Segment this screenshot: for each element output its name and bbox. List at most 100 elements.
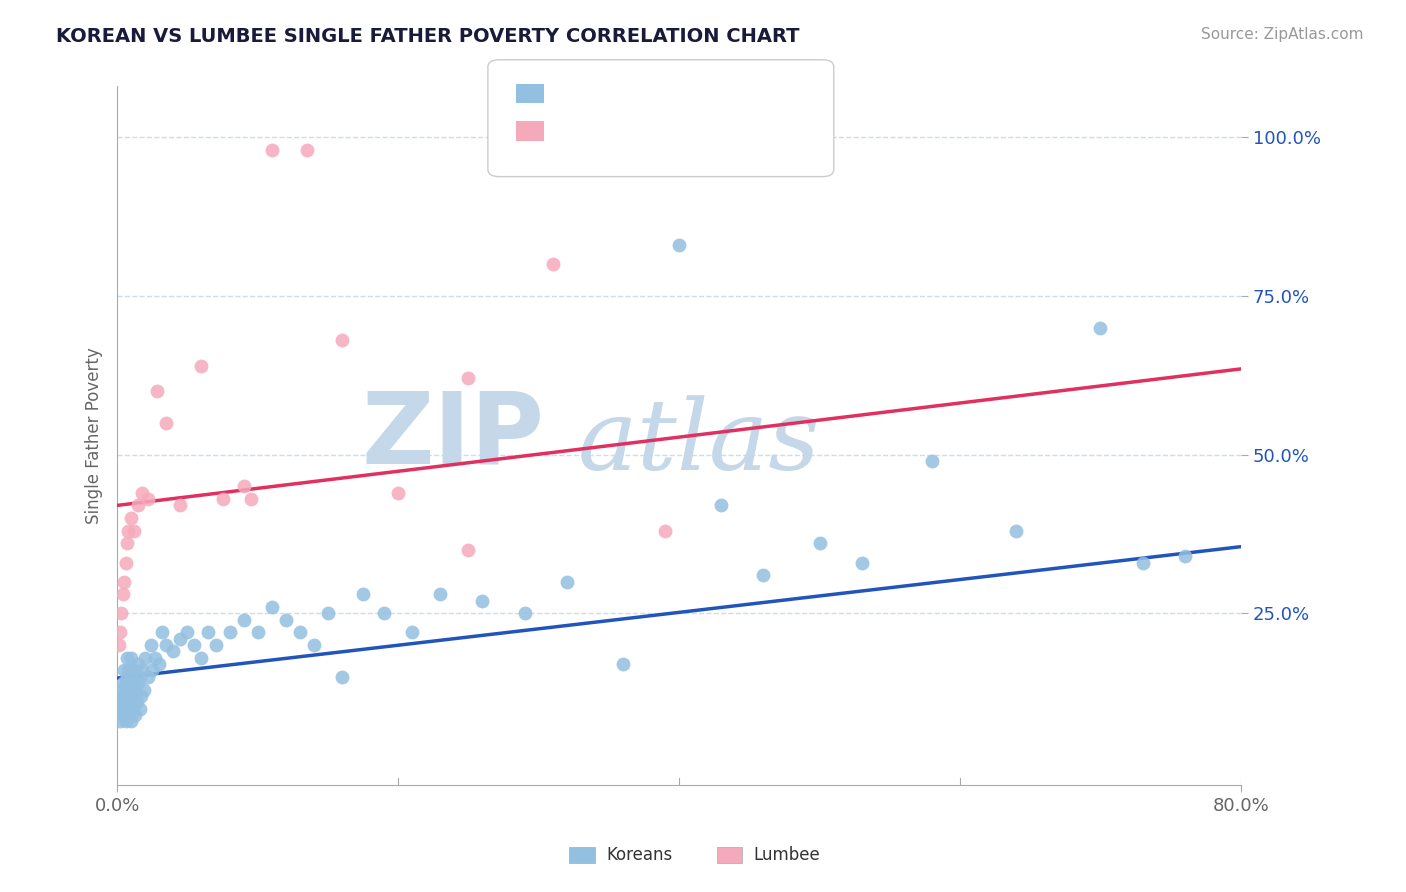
Point xyxy=(190,359,212,373)
Text: 28: 28 xyxy=(731,122,756,140)
Point xyxy=(115,707,138,722)
Point xyxy=(114,695,136,709)
Point xyxy=(111,676,134,690)
Point xyxy=(115,650,138,665)
Point xyxy=(218,625,240,640)
Point xyxy=(111,587,134,601)
Text: 0.317: 0.317 xyxy=(598,85,654,103)
Point xyxy=(108,689,131,703)
Point xyxy=(112,701,135,715)
Point xyxy=(117,701,139,715)
Point xyxy=(122,664,145,678)
Point xyxy=(668,238,690,252)
Point xyxy=(114,676,136,690)
Point xyxy=(274,613,297,627)
Point xyxy=(1005,524,1028,538)
Point xyxy=(139,638,162,652)
Point xyxy=(155,638,177,652)
Point xyxy=(110,695,132,709)
Text: N =: N = xyxy=(671,85,723,103)
Text: ZIP: ZIP xyxy=(361,387,544,484)
Point xyxy=(555,574,578,589)
Point xyxy=(122,524,145,538)
Point xyxy=(316,607,339,621)
Point xyxy=(162,644,184,658)
Point xyxy=(131,664,153,678)
Point xyxy=(387,485,409,500)
Point xyxy=(169,632,191,646)
Point xyxy=(183,638,205,652)
Point xyxy=(115,689,138,703)
Point xyxy=(120,714,142,729)
Text: Koreans: Koreans xyxy=(606,846,672,863)
Point xyxy=(128,701,150,715)
Point xyxy=(145,384,167,398)
Point xyxy=(260,599,283,614)
Point xyxy=(352,587,374,601)
Point xyxy=(117,682,139,697)
Point xyxy=(330,334,353,348)
Point xyxy=(120,670,142,684)
Point xyxy=(246,625,269,640)
Point xyxy=(117,524,139,538)
Point xyxy=(808,536,831,550)
Point xyxy=(128,670,150,684)
Point xyxy=(127,657,149,672)
Point xyxy=(150,625,173,640)
Point xyxy=(710,499,733,513)
Point xyxy=(1090,320,1112,334)
Point xyxy=(125,695,148,709)
Point xyxy=(112,574,135,589)
Point xyxy=(204,638,226,652)
Point xyxy=(457,371,479,385)
Point xyxy=(288,625,311,640)
Text: atlas: atlas xyxy=(578,395,821,491)
Point xyxy=(197,625,219,640)
Point xyxy=(260,143,283,157)
Point xyxy=(136,491,159,506)
Point xyxy=(110,682,132,697)
Point xyxy=(117,664,139,678)
Point xyxy=(176,625,198,640)
Point xyxy=(118,676,141,690)
Point xyxy=(232,479,254,493)
Point xyxy=(654,524,676,538)
Point xyxy=(114,714,136,729)
Point xyxy=(127,676,149,690)
Text: Lumbee: Lumbee xyxy=(754,846,820,863)
Text: N =: N = xyxy=(671,122,723,140)
Point xyxy=(851,556,873,570)
Text: R =: R = xyxy=(555,85,595,103)
Point xyxy=(120,511,142,525)
Point xyxy=(169,499,191,513)
Y-axis label: Single Father Poverty: Single Father Poverty xyxy=(86,347,103,524)
Point xyxy=(107,638,129,652)
Point xyxy=(111,707,134,722)
Point xyxy=(232,613,254,627)
Point xyxy=(129,689,152,703)
Text: KOREAN VS LUMBEE SINGLE FATHER POVERTY CORRELATION CHART: KOREAN VS LUMBEE SINGLE FATHER POVERTY C… xyxy=(56,27,800,45)
Point xyxy=(429,587,451,601)
Point xyxy=(112,689,135,703)
Point xyxy=(124,707,146,722)
Point xyxy=(127,499,149,513)
Point xyxy=(121,676,143,690)
Text: 0.184: 0.184 xyxy=(598,122,655,140)
Point xyxy=(107,701,129,715)
Point xyxy=(752,568,775,582)
Text: 82: 82 xyxy=(731,85,756,103)
Point xyxy=(211,491,233,506)
Point xyxy=(115,536,138,550)
Point xyxy=(120,689,142,703)
Point xyxy=(155,416,177,430)
Point xyxy=(373,607,395,621)
Point xyxy=(115,670,138,684)
Point xyxy=(132,682,155,697)
Point xyxy=(921,454,943,468)
Point xyxy=(131,485,153,500)
Text: Source: ZipAtlas.com: Source: ZipAtlas.com xyxy=(1201,27,1364,42)
Point xyxy=(118,695,141,709)
Point xyxy=(471,593,494,607)
Point xyxy=(401,625,423,640)
Point xyxy=(190,650,212,665)
